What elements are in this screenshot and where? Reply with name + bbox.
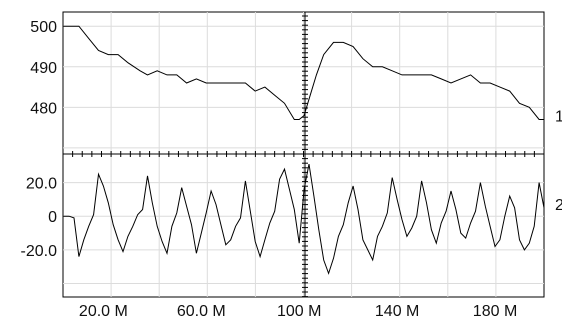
x-tick-label: 180 M bbox=[473, 303, 517, 320]
trace-1-label: 1 bbox=[555, 109, 562, 126]
x-tick-label: 140 M bbox=[375, 303, 419, 320]
y-tick-label: 20.0 bbox=[26, 176, 57, 193]
trace-1-line bbox=[63, 25, 544, 120]
upper-panel-grid bbox=[63, 12, 544, 154]
trace-2-line bbox=[63, 164, 545, 275]
lower-panel-y-ticks: 20.0 0 -20.0 bbox=[21, 176, 58, 260]
y-tick-label: 500 bbox=[30, 19, 57, 36]
x-tick-label: 60.0 M bbox=[177, 303, 226, 320]
upper-panel: 500 490 480 1 bbox=[30, 12, 562, 154]
y-tick-label: 480 bbox=[30, 100, 57, 117]
y-tick-label: 0 bbox=[48, 209, 57, 226]
x-axis-ticks: 20.0 M 60.0 M 100 M 140 M 180 M bbox=[79, 303, 517, 320]
y-tick-label: -20.0 bbox=[21, 243, 58, 260]
x-tick-label: 20.0 M bbox=[79, 303, 128, 320]
upper-panel-y-ticks: 500 490 480 bbox=[30, 19, 57, 117]
lower-panel: 20.0 0 -20.0 2 bbox=[21, 154, 562, 297]
lower-panel-grid bbox=[63, 154, 544, 297]
y-tick-label: 490 bbox=[30, 60, 57, 77]
x-tick-label: 100 M bbox=[277, 303, 321, 320]
trace-2-label: 2 bbox=[555, 197, 562, 214]
center-crosshair bbox=[72, 12, 535, 298]
